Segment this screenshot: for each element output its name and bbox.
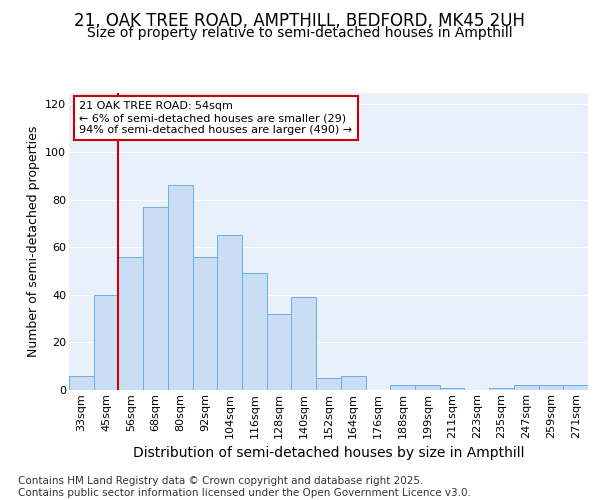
- Bar: [267, 314, 292, 390]
- Text: Contains HM Land Registry data © Crown copyright and database right 2025.
Contai: Contains HM Land Registry data © Crown c…: [18, 476, 471, 498]
- Bar: [217, 236, 242, 390]
- Text: 21 OAK TREE ROAD: 54sqm
← 6% of semi-detached houses are smaller (29)
94% of sem: 21 OAK TREE ROAD: 54sqm ← 6% of semi-det…: [79, 102, 353, 134]
- Bar: [440, 388, 464, 390]
- Y-axis label: Number of semi-detached properties: Number of semi-detached properties: [26, 126, 40, 357]
- Bar: [69, 376, 94, 390]
- Bar: [193, 256, 217, 390]
- Bar: [514, 385, 539, 390]
- Bar: [563, 385, 588, 390]
- Bar: [94, 295, 118, 390]
- Bar: [390, 385, 415, 390]
- Bar: [489, 388, 514, 390]
- Text: Size of property relative to semi-detached houses in Ampthill: Size of property relative to semi-detach…: [87, 26, 513, 40]
- Bar: [143, 206, 168, 390]
- Bar: [118, 256, 143, 390]
- Bar: [341, 376, 365, 390]
- Text: 21, OAK TREE ROAD, AMPTHILL, BEDFORD, MK45 2UH: 21, OAK TREE ROAD, AMPTHILL, BEDFORD, MK…: [74, 12, 526, 30]
- Bar: [415, 385, 440, 390]
- Bar: [292, 297, 316, 390]
- Bar: [316, 378, 341, 390]
- Bar: [168, 186, 193, 390]
- Bar: [539, 385, 563, 390]
- Bar: [242, 274, 267, 390]
- X-axis label: Distribution of semi-detached houses by size in Ampthill: Distribution of semi-detached houses by …: [133, 446, 524, 460]
